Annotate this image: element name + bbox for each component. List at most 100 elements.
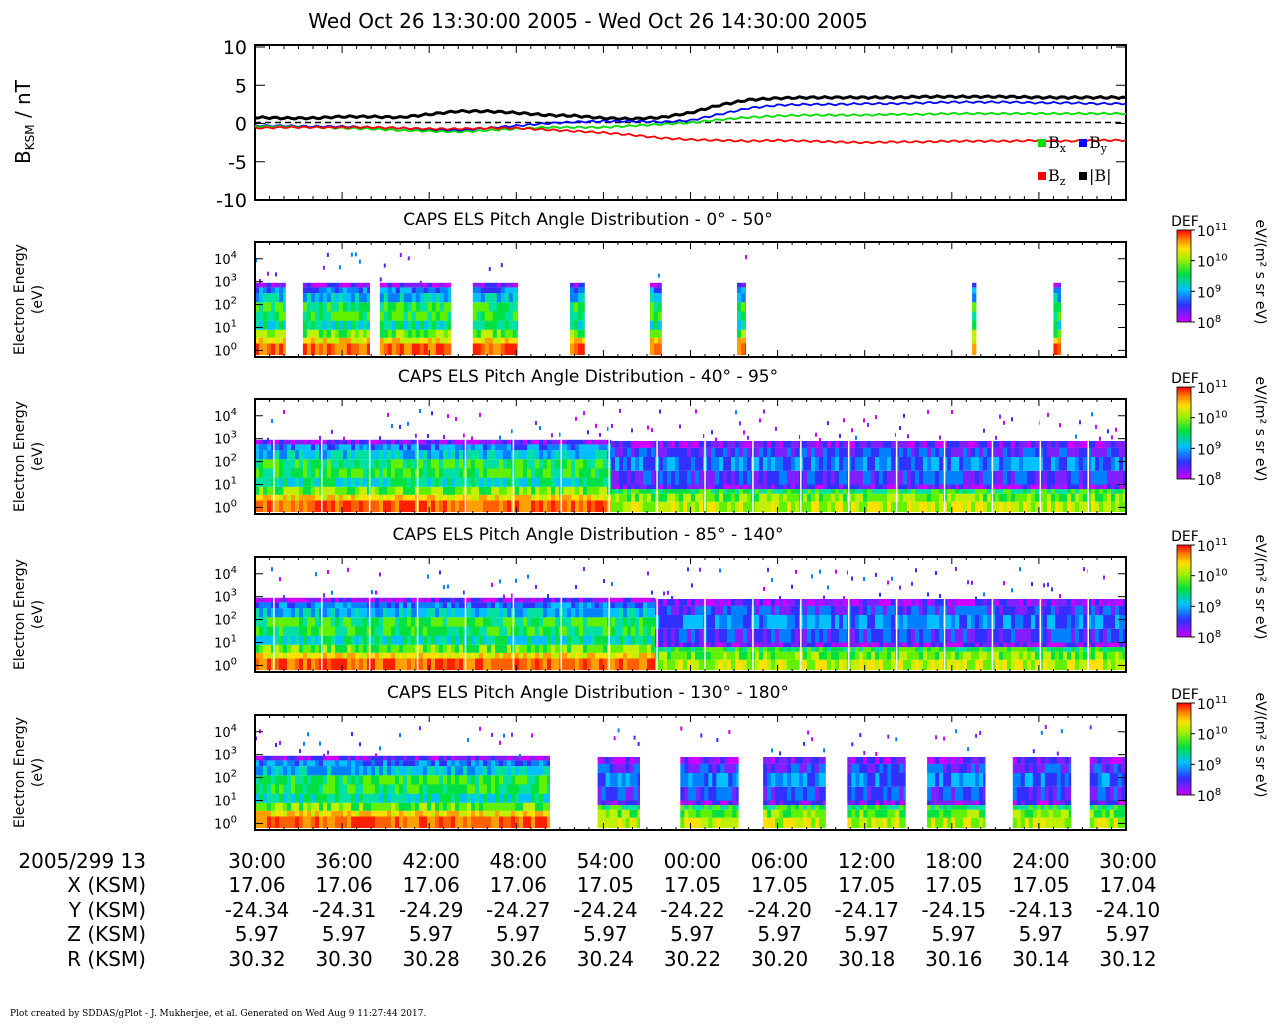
spectrogram-cell	[639, 626, 644, 636]
spectrogram-cell	[939, 599, 944, 606]
spectrogram-cell	[1011, 441, 1016, 448]
spectrogram-cell	[919, 457, 924, 471]
spectrogram-cell	[263, 343, 268, 355]
spectrogram-cell	[531, 626, 536, 636]
spectrogram-cell	[843, 484, 848, 490]
spectrogram-cell	[1099, 651, 1104, 660]
spectrogram-cell	[315, 658, 320, 670]
spectrogram-cell	[639, 441, 644, 448]
spectrogram-cell	[959, 501, 964, 512]
spectrogram-cell	[1031, 659, 1036, 670]
spectrogram-cell	[935, 651, 940, 660]
spectrogram-cell	[919, 484, 924, 490]
spectrogram-cell	[591, 444, 596, 451]
spectrogram-cell	[899, 441, 904, 448]
spectrogram-cell	[299, 450, 304, 460]
spectrogram-speckle	[915, 568, 917, 573]
spectrogram-cell	[811, 647, 816, 652]
spectrogram-cell	[1047, 599, 1052, 606]
spectrogram-cell	[435, 311, 441, 321]
spectrogram-cell	[1019, 599, 1024, 606]
spectrogram-cell	[1059, 647, 1064, 652]
spectrogram-cell	[979, 615, 984, 629]
spectrogram-cell	[387, 293, 393, 303]
spectrogram-cell	[415, 311, 421, 321]
spectrogram-cell	[887, 659, 892, 670]
spectrogram-cell	[323, 626, 328, 636]
spectrogram-cell	[591, 500, 596, 512]
spectrogram-cell	[815, 447, 820, 457]
spectrogram-cell	[611, 493, 616, 502]
spectrogram-cell	[663, 647, 668, 652]
spectrogram-cell	[687, 599, 692, 606]
spectrogram-cell	[423, 287, 429, 294]
spectrogram-cell	[355, 459, 360, 469]
spectrogram-cell	[283, 320, 286, 330]
spectrogram-cell	[915, 493, 920, 502]
spectrogram-cell	[488, 343, 494, 355]
spectrogram-cell	[283, 311, 286, 321]
spectrogram-cell	[975, 489, 980, 494]
spectrogram-cell	[939, 470, 944, 485]
spectrogram-cell	[475, 608, 480, 618]
spectrogram-cell	[1023, 447, 1028, 457]
spectrogram-cell	[350, 282, 356, 288]
spectrogram-cell	[911, 493, 916, 502]
spectrogram-cell	[807, 642, 812, 648]
spectrogram-cell	[741, 343, 746, 355]
spectrogram-cell	[651, 441, 656, 448]
spectrogram-cell	[723, 493, 728, 502]
spectrogram-cell	[431, 444, 436, 451]
spectrogram-cell	[267, 459, 272, 469]
spectrogram-cell	[823, 651, 828, 660]
spectrogram-cell	[395, 320, 401, 330]
spectrogram-cell	[871, 605, 876, 615]
spectrogram-cell	[330, 343, 336, 355]
spectrogram-cell	[519, 608, 524, 618]
spectrogram-cell	[619, 489, 624, 494]
spectrogram-cell	[1115, 605, 1120, 615]
spectrogram-cell	[807, 493, 812, 502]
spectrogram-cell	[759, 605, 764, 615]
spectrogram-cell	[503, 450, 508, 460]
spectrogram-cell	[643, 644, 648, 653]
spectrogram-cell	[363, 658, 368, 670]
spectrogram-cell	[471, 459, 476, 469]
spectrogram-cell	[1079, 651, 1084, 660]
spectrogram-cell	[475, 500, 480, 512]
spectrogram-cell	[354, 337, 360, 344]
spectrogram-cell	[867, 599, 872, 606]
spectrogram-cell	[503, 635, 508, 645]
spectrogram-cell	[583, 635, 588, 645]
spectrogram-cell	[1075, 642, 1080, 648]
spectrogram-cell	[687, 628, 692, 643]
spectrogram-cell	[745, 282, 746, 288]
spectrogram-cell	[687, 615, 692, 629]
spectrogram-cell	[499, 644, 504, 653]
spectrogram-cell	[315, 602, 320, 609]
spectrogram-cell	[479, 652, 484, 659]
spectrogram-speckle	[603, 579, 605, 583]
spectrogram-cell	[887, 441, 892, 448]
spectrogram-cell	[983, 457, 988, 471]
spectrogram-cell	[811, 642, 816, 648]
spectrogram-cell	[359, 486, 364, 495]
spectrogram-cell	[619, 644, 624, 653]
spectrogram-cell	[427, 494, 432, 501]
spectrogram-cell	[395, 329, 401, 338]
spectrogram-cell	[411, 293, 417, 303]
spectrogram-cell	[423, 302, 429, 312]
spectrogram-cell	[350, 337, 356, 344]
spectrogram-cell	[431, 282, 437, 288]
spectrogram-cell	[499, 444, 504, 451]
spectrogram-cell	[667, 647, 672, 652]
spectrogram-cell	[771, 599, 776, 606]
spectrogram-cell	[787, 457, 792, 471]
spectrogram-cell	[539, 658, 544, 670]
spectrogram-cell	[1119, 605, 1124, 615]
colorbar-tick-label: 108	[1197, 471, 1221, 489]
spectrogram-cell	[1059, 493, 1064, 502]
spectrogram-cell	[931, 659, 936, 670]
spectrogram-cell	[443, 329, 449, 338]
spectrogram-speckle	[283, 595, 285, 600]
